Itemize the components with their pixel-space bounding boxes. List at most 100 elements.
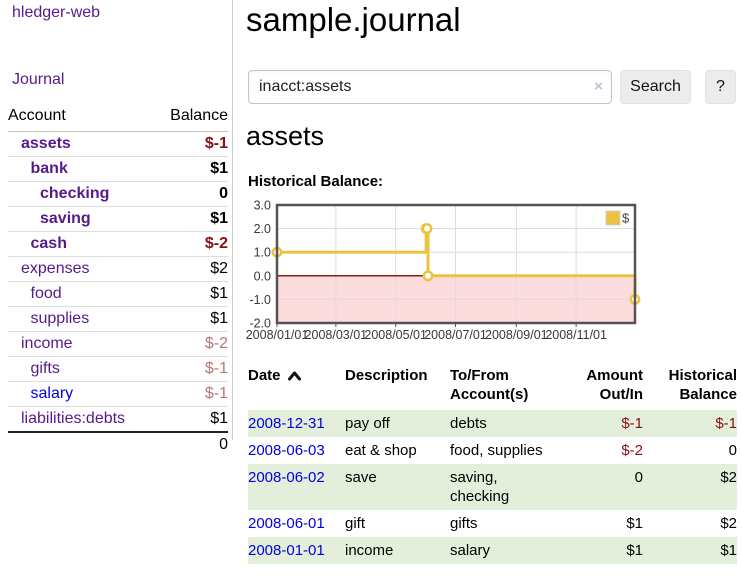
txns-header-balance: Historical Balance [668, 367, 737, 403]
legend-label: $ [622, 211, 630, 226]
accounts-total-row: 0 [8, 431, 228, 457]
accounts-table: Account Balance assets $-1 bank $1 checking 0… [8, 104, 228, 457]
transaction-balance: $1 [643, 537, 737, 564]
account-balance: $-1 [155, 131, 228, 157]
transaction-description: save [345, 464, 450, 510]
transaction-amount: $-1 [565, 410, 643, 437]
transaction-row: 2008-06-02 save saving, checking 0 $2 [248, 464, 737, 510]
x-axis-label: 2008/03/01 [305, 328, 368, 342]
account-balance: $-2 [155, 231, 228, 257]
transaction-row: 2008-06-01 gift gifts $1 $2 [248, 510, 737, 537]
y-axis-label: 2.0 [254, 222, 271, 236]
account-balance: $-1 [155, 381, 228, 407]
accounts-header-balance: Balance [155, 104, 228, 132]
account-link[interactable]: income [21, 335, 73, 352]
sidebar-item-journal[interactable]: Journal [12, 71, 65, 88]
y-axis-label: -2.0 [249, 317, 271, 331]
account-balance: $-2 [155, 331, 228, 357]
txns-header-accounts: To/From Account(s) [450, 367, 529, 403]
x-axis-label: 2008/01/01 [246, 328, 309, 342]
txns-header-description: Description [345, 367, 428, 384]
app-title-link[interactable]: hledger-web [12, 4, 101, 21]
transaction-row: 2008-06-03 eat & shop food, supplies $-2 0 [248, 437, 737, 464]
account-row: assets $-1 [8, 131, 228, 157]
transaction-amount: $1 [626, 515, 643, 532]
account-row: supplies $1 [8, 306, 228, 332]
account-link[interactable]: saving [40, 210, 91, 227]
txns-header-date[interactable]: Date [248, 364, 345, 410]
account-link[interactable]: expenses [21, 260, 90, 277]
y-axis-label: -1.0 [249, 293, 271, 307]
transaction-date-link[interactable]: 2008-01-01 [248, 542, 325, 559]
chart-canvas[interactable]: 3.0 2.0 1.0 0.0 -1.0 -2.02008/01/012008/03/01… [246, 198, 737, 346]
transaction-description: eat & shop [345, 442, 417, 459]
account-link[interactable]: checking [40, 185, 110, 202]
y-axis-label: 1.0 [254, 246, 271, 260]
transaction-amount: 0 [565, 464, 643, 510]
account-balance: $1 [210, 410, 228, 427]
historical-balance-chart[interactable]: 3.0 2.0 1.0 0.0 -1.0 -2.0 2008/01/01 2008/03/01… [246, 198, 737, 346]
account-balance: $1 [155, 206, 228, 232]
transaction-accounts: salary [450, 537, 565, 564]
search-bar: × Search ? [248, 70, 736, 104]
account-link[interactable]: supplies [30, 310, 90, 327]
transaction-date-link[interactable]: 2008-06-03 [248, 442, 325, 459]
account-row: expenses $2 [8, 256, 228, 282]
account-link[interactable]: liabilities:debts [21, 410, 126, 427]
transaction-balance: 0 [728, 442, 737, 459]
account-row: salary $-1 [8, 381, 228, 407]
account-balance: $-1 [155, 356, 228, 382]
account-row: checking 0 [8, 181, 228, 207]
account-link[interactable]: food [30, 285, 62, 302]
search-button[interactable]: Search [620, 70, 691, 104]
y-axis-label: 0.0 [254, 269, 271, 283]
transaction-accounts: food, supplies [450, 442, 543, 459]
account-row: food $1 [8, 281, 228, 307]
transaction-date-link[interactable]: 2008-06-01 [248, 515, 325, 532]
account-balance: 0 [155, 181, 228, 207]
y-axis-label: 3.0 [254, 199, 271, 213]
transaction-amount: $1 [565, 537, 643, 564]
transaction-balance: $2 [643, 464, 737, 510]
transaction-balance: $2 [720, 515, 737, 532]
sort-ascending-icon [287, 367, 302, 386]
x-axis-label: 2008/11/01 [545, 328, 607, 342]
account-row: liabilities:debts $1 [8, 407, 228, 433]
search-input[interactable] [248, 70, 612, 104]
account-row: income $-2 [8, 331, 228, 357]
transaction-amount: $-2 [621, 442, 643, 459]
transaction-accounts: saving, checking [450, 464, 565, 510]
help-button[interactable]: ? [705, 70, 736, 104]
x-axis-label: 2008/05/01 [364, 328, 427, 342]
data-point-marker [422, 270, 434, 282]
accounts-header-account: Account [8, 104, 156, 132]
transaction-accounts: debts [450, 410, 565, 437]
transaction-description: gift [345, 515, 366, 532]
account-link[interactable]: assets [21, 135, 71, 152]
account-row: cash $-2 [8, 231, 228, 257]
chart-heading: Historical Balance: [248, 173, 384, 190]
data-point-marker [421, 223, 433, 235]
accounts-total-value: 0 [155, 431, 228, 457]
transaction-row: 2008-12-31 pay off debts $-1 $-1 [248, 410, 737, 437]
clear-search-icon[interactable]: × [594, 78, 603, 95]
account-row: gifts $-1 [8, 356, 228, 382]
account-link[interactable]: bank [30, 160, 68, 177]
transaction-date-link[interactable]: 2008-12-31 [248, 415, 325, 432]
account-heading: assets [246, 121, 325, 151]
account-link[interactable]: gifts [30, 360, 60, 377]
transaction-description: pay off [345, 410, 450, 437]
account-link[interactable]: cash [30, 235, 67, 252]
transaction-date-link[interactable]: 2008-06-02 [248, 469, 325, 486]
x-axis-label: 2008/09/01 [485, 328, 548, 342]
txns-header-amount: Amount Out/In [586, 367, 643, 403]
account-link[interactable]: salary [30, 385, 74, 402]
x-axis-label: 2008/07/01 [424, 328, 487, 342]
account-balance: $1 [155, 156, 228, 182]
transactions-table: Date Description To/From Account(s) Amou… [248, 364, 737, 564]
account-row: bank $1 [8, 156, 228, 182]
account-balance: $1 [155, 281, 228, 307]
account-row: saving $1 [8, 206, 228, 232]
sidebar: hledger-web Journal Account Balance asse… [0, 0, 233, 457]
account-balance: $1 [155, 306, 228, 332]
